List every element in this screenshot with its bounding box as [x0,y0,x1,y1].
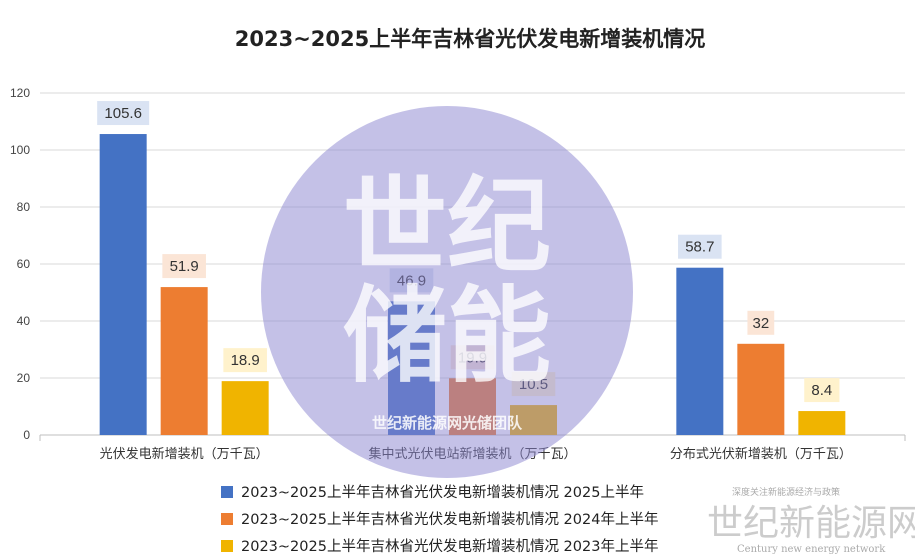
y-tick-label: 60 [17,257,31,271]
watermark-subtitle: 世纪新能源网光储团队 [372,414,523,432]
watermark-line1: 世纪 [343,165,551,287]
data-label: 18.9 [223,348,267,373]
data-label: 105.6 [97,101,150,126]
legend-swatch [221,540,233,552]
y-tick-label: 80 [17,200,31,214]
y-tick-label: 120 [10,86,30,100]
bar [99,134,147,436]
legend: 2023~2025上半年吉林省光伏发电新增装机情况 2025上半年 2023~20… [221,484,658,555]
x-tick-label: 分布式光伏新增装机（万千瓦） [670,446,852,462]
y-axis-ticks: 0 20 40 60 80 100 120 [10,86,30,442]
legend-label: 2023~2025上半年吉林省光伏发电新增装机情况 2024年上半年 [241,511,658,528]
data-label-text: 51.9 [170,258,199,275]
data-label-text: 58.7 [685,239,714,256]
y-tick-label: 40 [17,314,31,328]
data-label: 58.7 [678,234,722,259]
bar [676,267,724,435]
legend-label: 2023~2025上半年吉林省光伏发电新增装机情况 2023年上半年 [241,538,658,555]
data-label-text: 8.4 [811,382,832,399]
watermark: 世纪 储能 世纪新能源网光储团队 [261,106,633,478]
data-label-text: 18.9 [231,352,260,369]
data-label-text: 32 [752,315,769,332]
bar [737,343,785,435]
corner-watermark-english: Century new energy network [737,544,886,555]
corner-watermark: 深度关注新能源经济与政策 世纪新能源网 Century new energy n… [707,486,915,555]
legend-swatch [221,486,233,498]
data-label: 32 [747,310,775,335]
data-label-background [97,101,150,126]
legend-swatch [221,513,233,525]
data-label-text: 105.6 [104,105,142,122]
bar [798,411,846,435]
watermark-line2: 储能 [343,275,551,397]
chart-title: 2023~2025上半年吉林省光伏发电新增装机情况 [235,27,706,51]
data-label-background [804,378,840,403]
corner-watermark-tagline: 深度关注新能源经济与政策 [732,486,840,498]
data-label-background [678,234,722,259]
data-label: 8.4 [804,378,840,403]
legend-label: 2023~2025上半年吉林省光伏发电新增装机情况 2025上半年 [241,484,644,501]
bar [160,287,208,435]
y-tick-label: 100 [10,143,30,157]
bar [221,381,269,435]
data-label-background [223,348,267,373]
y-tick-label: 20 [17,371,31,385]
data-label-background [162,254,206,279]
y-tick-label: 0 [23,428,30,442]
data-label: 51.9 [162,254,206,279]
data-label-background [747,310,775,335]
watermark-circle [261,106,633,478]
corner-watermark-brand: 世纪新能源网 [707,503,915,544]
x-tick-label: 光伏发电新增装机（万千瓦） [100,446,269,462]
